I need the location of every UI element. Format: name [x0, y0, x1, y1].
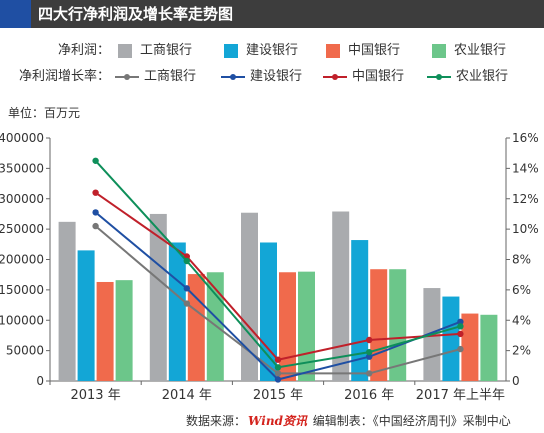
chart-title: 四大行净利润及增长率走势图 [38, 5, 234, 23]
y-right-tick-label: 14% [512, 161, 539, 175]
legend-bars: 净利润： 工商银行 建设银行 中国银行 农业银行 [0, 42, 544, 60]
bar [187, 274, 205, 381]
x-tick-label: 2015 年 [253, 388, 303, 403]
bar [149, 213, 167, 381]
legend-line-icbc [115, 74, 139, 80]
legend-line-text-boc: 中国银行 [352, 69, 405, 84]
series-point [274, 376, 282, 383]
legend-line-text-icbc: 工商银行 [144, 69, 197, 84]
legend-text-boc: 中国银行 [348, 43, 401, 58]
source-note: 数据来源： Wind资讯 编辑制表：《中国经济周刊》采制中心 [186, 413, 511, 429]
series-point [274, 370, 282, 377]
y-right-tick-label: 10% [512, 222, 539, 236]
legend-swatch-ccb [224, 44, 238, 58]
series-point [274, 364, 282, 371]
series-point [366, 370, 373, 377]
bar [332, 211, 350, 381]
y-left-tick-label: 100000 [0, 313, 44, 327]
legend-line-text-abc: 农业银行 [456, 69, 509, 84]
series-point [92, 189, 99, 196]
bar [77, 250, 95, 381]
bar [442, 296, 460, 381]
y-left-tick-label: 50000 [6, 344, 44, 358]
bar [96, 281, 114, 381]
series-point [183, 300, 190, 307]
series-point [457, 330, 464, 338]
bar [260, 242, 277, 381]
y-right-tick-label: 16% [512, 131, 539, 145]
series-point [457, 345, 464, 353]
y-left-tick-label: 400000 [0, 131, 44, 145]
bar [279, 272, 296, 381]
bar [389, 269, 407, 381]
bar [370, 269, 388, 381]
bar [461, 313, 479, 381]
legend-profit-label: 净利润： [57, 43, 110, 58]
bar [115, 280, 133, 381]
legend-line-ccb [221, 74, 245, 80]
x-tick-label: 2013 年 [70, 388, 120, 403]
wind-logo: Wind资讯 [248, 414, 307, 428]
series-point [183, 257, 190, 265]
y-right-tick-label: 4% [512, 313, 531, 327]
series-point [366, 336, 373, 344]
legend-line-boc [323, 74, 347, 80]
legend-text-icbc: 工商银行 [140, 43, 193, 58]
series-point [92, 157, 99, 164]
bar [480, 314, 498, 381]
x-tick-label: 2017 年上半年 [416, 388, 505, 403]
series-point [457, 318, 464, 325]
legend-text-abc: 农业银行 [454, 43, 507, 58]
source-prefix: 数据来源： [186, 414, 247, 428]
x-tick-label: 2014 年 [162, 388, 212, 403]
y-left-tick-label: 0 [36, 374, 44, 388]
series-point [366, 348, 373, 356]
y-left-tick-label: 350000 [0, 161, 44, 175]
y-right-tick-label: 0 [512, 374, 520, 388]
series-point [183, 285, 190, 292]
y-right-tick-label: 2% [512, 344, 531, 358]
source-suffix: 编辑制表：《中国经济周刊》采制中心 [308, 414, 511, 428]
y-right-tick-label: 6% [512, 283, 531, 297]
bar [351, 240, 369, 381]
title-accent [0, 0, 31, 28]
y-right-tick-label: 8% [512, 253, 531, 267]
series-point [457, 323, 464, 330]
bar [168, 242, 186, 381]
bar [58, 221, 76, 381]
series-point [92, 209, 99, 216]
legend-text-ccb: 建设银行 [246, 43, 299, 58]
y-left-tick-label: 250000 [0, 222, 44, 236]
unit-label: 单位：百万元 [8, 106, 81, 120]
legend-swatch-icbc [118, 44, 132, 58]
legend-lines: 净利润增长率： 工商银行 建设银行 中国银行 农业银行 [0, 68, 544, 86]
series-point [366, 353, 373, 360]
y-right-tick-label: 12% [512, 192, 539, 206]
legend-swatch-boc [326, 44, 340, 58]
legend-line-abc [427, 74, 451, 80]
legend-growth-label: 净利润增长率： [18, 69, 110, 84]
y-left-tick-label: 150000 [0, 283, 44, 297]
x-tick-label: 2016 年 [344, 388, 394, 403]
legend-swatch-abc [432, 44, 446, 58]
legend-line-text-ccb: 建设银行 [250, 69, 303, 84]
bar [298, 271, 315, 381]
title-bar: 四大行净利润及增长率走势图 [0, 0, 544, 28]
series-point [274, 356, 282, 363]
series-point [92, 222, 99, 230]
y-left-tick-label: 300000 [0, 192, 44, 206]
y-left-tick-label: 200000 [0, 253, 44, 267]
